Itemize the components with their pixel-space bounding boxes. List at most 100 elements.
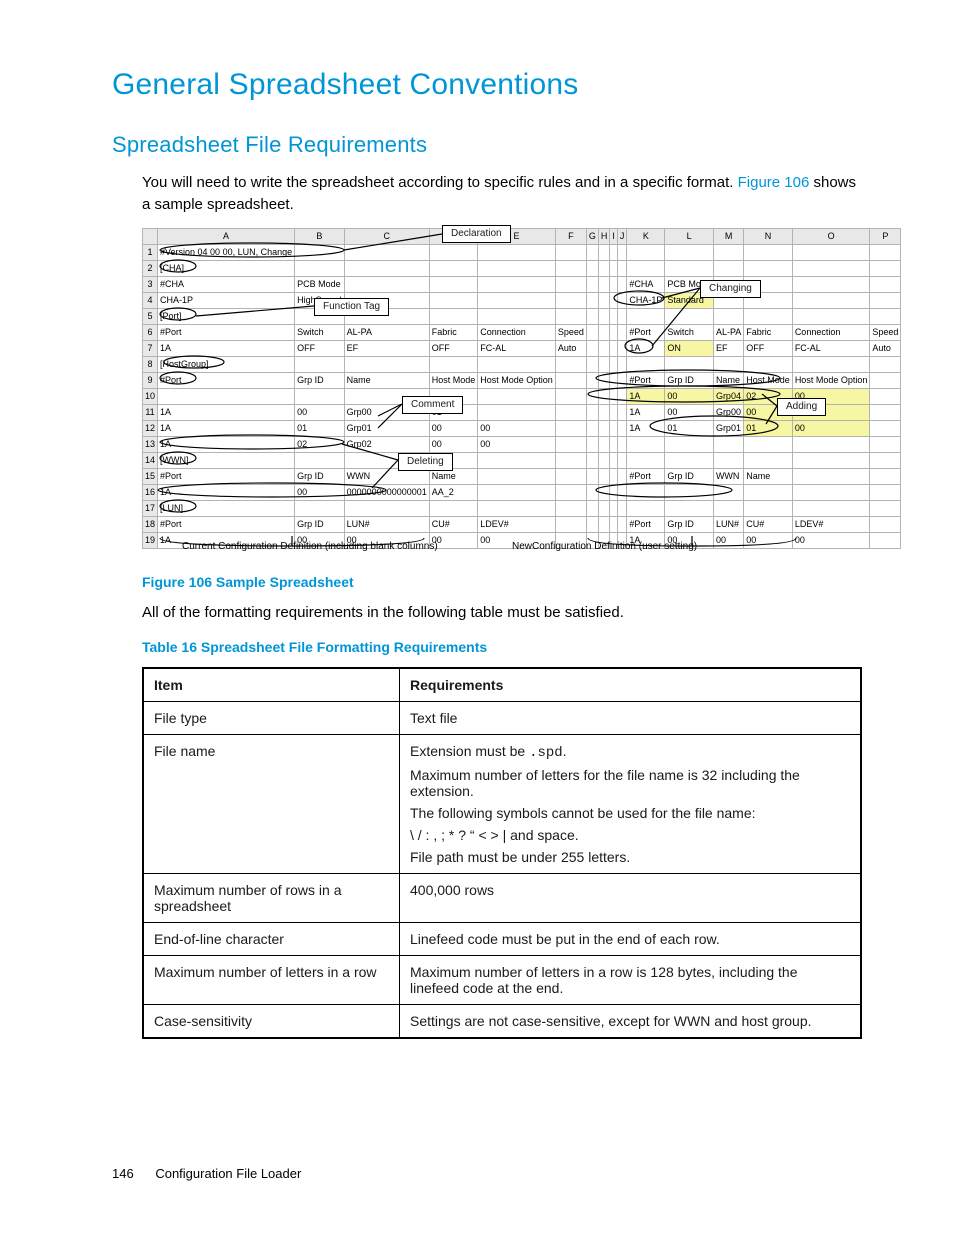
row-num: 5 — [143, 308, 158, 324]
cell — [870, 420, 901, 436]
cell — [586, 340, 598, 356]
cell: #CHA — [627, 276, 665, 292]
cell — [665, 500, 714, 516]
cell — [478, 468, 556, 484]
cell — [586, 308, 598, 324]
cell — [744, 244, 793, 260]
section-heading: Spreadsheet File Requirements — [112, 132, 864, 158]
cell: CHA-1P — [627, 292, 665, 308]
col-head: G — [586, 228, 598, 244]
cell — [598, 484, 610, 500]
cell: LUN# — [713, 516, 743, 532]
cell — [598, 388, 610, 404]
tag-declaration: Declaration — [442, 225, 511, 243]
row-num: 16 — [143, 484, 158, 500]
req-head: Requirements — [400, 668, 862, 702]
cell — [598, 500, 610, 516]
cell: 00 — [744, 532, 793, 548]
cell — [344, 260, 429, 276]
cell: #Port — [158, 516, 295, 532]
col-head: O — [792, 228, 870, 244]
cell — [295, 500, 345, 516]
req-item: Maximum number of letters in a row — [143, 956, 400, 1005]
cell — [665, 356, 714, 372]
cell — [744, 308, 793, 324]
cell: 0000000000000001 — [344, 484, 429, 500]
cell — [429, 356, 478, 372]
row-num: 9 — [143, 372, 158, 388]
cell — [713, 244, 743, 260]
cell — [617, 484, 627, 500]
row-num: 1 — [143, 244, 158, 260]
cell — [478, 500, 556, 516]
cell — [792, 244, 870, 260]
cell — [555, 388, 586, 404]
cell: [WWN] — [158, 452, 295, 468]
cell — [555, 356, 586, 372]
cell — [598, 308, 610, 324]
spreadsheet-table: ABCDEFGHIJKLMNOP1#Version 04 00 00, LUN,… — [142, 228, 901, 549]
cell — [586, 276, 598, 292]
col-head: K — [627, 228, 665, 244]
cell — [295, 452, 345, 468]
cell — [555, 452, 586, 468]
cell: CHA-1P — [158, 292, 295, 308]
cell — [555, 292, 586, 308]
cell: 1A — [627, 388, 665, 404]
cell — [792, 276, 870, 292]
cell — [870, 292, 901, 308]
col-head: J — [617, 228, 627, 244]
cell — [586, 500, 598, 516]
cell — [744, 452, 793, 468]
cell — [744, 356, 793, 372]
cell: 1A — [158, 436, 295, 452]
cell — [610, 308, 618, 324]
cell: #Port — [627, 468, 665, 484]
cell — [610, 516, 618, 532]
row-num: 15 — [143, 468, 158, 484]
cell — [617, 356, 627, 372]
col-head: A — [158, 228, 295, 244]
cell — [617, 500, 627, 516]
cell — [617, 244, 627, 260]
cell: 02 — [295, 436, 345, 452]
cell: 1A — [158, 420, 295, 436]
cell: CU# — [429, 516, 478, 532]
cell — [598, 436, 610, 452]
cell — [478, 452, 556, 468]
cell — [344, 276, 429, 292]
row-num: 10 — [143, 388, 158, 404]
cell — [610, 420, 618, 436]
cell: WWN — [713, 468, 743, 484]
cell — [665, 484, 714, 500]
cell: Grp ID — [665, 468, 714, 484]
figure-link[interactable]: Figure 106 — [738, 174, 810, 191]
cell: 00 — [429, 420, 478, 436]
cell: #Port — [627, 324, 665, 340]
cell: [LUN] — [158, 500, 295, 516]
cell — [744, 484, 793, 500]
cell — [295, 244, 345, 260]
cell: 00 — [429, 436, 478, 452]
cell — [870, 260, 901, 276]
cell: Grp ID — [295, 372, 345, 388]
cell — [586, 452, 598, 468]
cell: CU# — [744, 516, 793, 532]
row-num: 19 — [143, 532, 158, 548]
tag-changing: Changing — [700, 280, 761, 298]
cell — [429, 308, 478, 324]
row-num: 8 — [143, 356, 158, 372]
cell — [598, 324, 610, 340]
cell: Switch — [665, 324, 714, 340]
cell — [665, 244, 714, 260]
cell — [598, 276, 610, 292]
cell — [344, 500, 429, 516]
req-text: Linefeed code must be put in the end of … — [400, 923, 862, 956]
page-footer: 146 Configuration File Loader — [112, 1166, 301, 1181]
cell — [344, 356, 429, 372]
cell — [713, 356, 743, 372]
cell — [478, 388, 556, 404]
cell: PCB Mode — [295, 276, 345, 292]
cell — [598, 372, 610, 388]
cell — [665, 260, 714, 276]
